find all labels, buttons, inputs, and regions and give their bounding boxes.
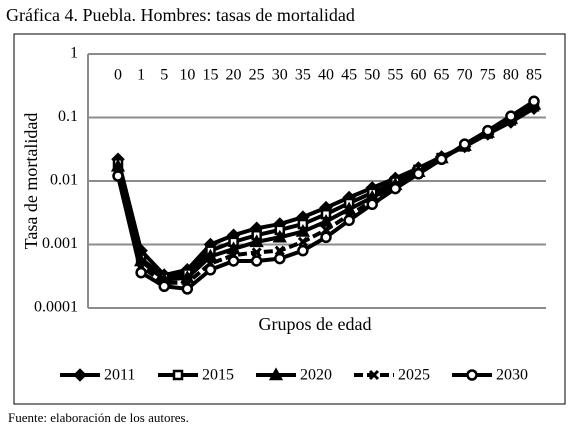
x-tick-label: 25	[249, 67, 265, 84]
x-axis-title: Grupos de edad	[259, 314, 372, 334]
x-tick-label: 30	[272, 67, 288, 84]
series-line	[116, 104, 536, 280]
legend-item: 2025	[354, 367, 430, 384]
series-line	[116, 101, 536, 285]
marker	[343, 214, 355, 227]
marker	[158, 280, 170, 293]
x-tick-label: 15	[202, 67, 218, 84]
x-tick-label: 65	[434, 67, 450, 84]
marker	[389, 182, 402, 195]
legend-marker	[268, 367, 284, 381]
marker	[250, 255, 263, 267]
series	[112, 101, 540, 283]
legend-marker	[368, 369, 380, 381]
x-tick-label: 20	[226, 67, 242, 84]
series-line	[116, 99, 536, 291]
x-tick-label: 55	[387, 67, 403, 84]
marker	[274, 252, 286, 265]
legend-item: 2020	[256, 367, 332, 384]
marker	[251, 247, 262, 258]
y-tick-label: 0.001	[42, 235, 78, 252]
marker	[181, 283, 194, 295]
series	[112, 97, 540, 288]
x-tick-label: 45	[341, 67, 357, 84]
legend-item: 2015	[158, 367, 234, 384]
source-note: Fuente: elaboración de los autores.	[8, 410, 189, 425]
marker	[295, 223, 311, 237]
x-tick-label: 5	[160, 67, 168, 84]
marker	[412, 168, 425, 180]
marker	[528, 95, 540, 108]
marker	[366, 198, 378, 211]
legend-marker	[73, 368, 87, 382]
legend-item: 2011	[60, 367, 135, 384]
y-tick-label: 0.0001	[34, 299, 78, 316]
x-tick-label: 70	[457, 67, 473, 84]
x-tick-label: 75	[480, 67, 496, 84]
marker	[435, 153, 448, 166]
x-tick-label: 60	[410, 67, 426, 84]
marker	[274, 245, 285, 256]
y-tick-label: 1	[70, 45, 78, 62]
x-tick-label: 10	[179, 67, 195, 84]
series-line	[116, 106, 536, 278]
marker	[249, 234, 264, 248]
legend-marker	[466, 369, 478, 381]
marker	[203, 248, 218, 262]
legend-item: 2030	[452, 367, 528, 384]
marker	[482, 124, 494, 137]
y-tick-label: 0.01	[50, 172, 78, 189]
y-axis-title: Tasa de mortalidad	[21, 113, 41, 250]
marker	[112, 170, 124, 182]
marker	[272, 229, 287, 243]
marker	[135, 266, 147, 279]
x-tick-label: 80	[503, 67, 519, 84]
series	[111, 101, 541, 282]
marker	[297, 244, 309, 257]
x-tick-label: 50	[364, 67, 380, 84]
x-tick-label: 40	[318, 67, 334, 84]
marker	[227, 255, 240, 267]
marker	[297, 236, 308, 247]
marker	[320, 231, 332, 244]
marker	[505, 110, 517, 122]
marker	[458, 138, 471, 150]
x-tick-label: 35	[295, 67, 311, 84]
marker	[204, 264, 217, 276]
legend-label: 2015	[202, 367, 234, 384]
marker	[318, 213, 334, 227]
legend-marker	[172, 369, 184, 381]
legend-label: 2011	[104, 367, 135, 384]
series-line	[116, 102, 536, 282]
legend-label: 2030	[496, 367, 528, 384]
series	[112, 95, 540, 295]
y-tick-label: 0.1	[58, 108, 78, 125]
x-tick-label: 85	[526, 67, 542, 84]
legend-label: 2020	[300, 367, 332, 384]
chart-title: Gráfica 4. Puebla. Hombres: tasas de mor…	[6, 5, 355, 25]
series	[110, 96, 542, 285]
legend-label: 2025	[398, 367, 430, 384]
chart-frame	[13, 33, 566, 405]
x-tick-label: 0	[114, 67, 122, 84]
x-tick-label: 1	[137, 67, 145, 84]
